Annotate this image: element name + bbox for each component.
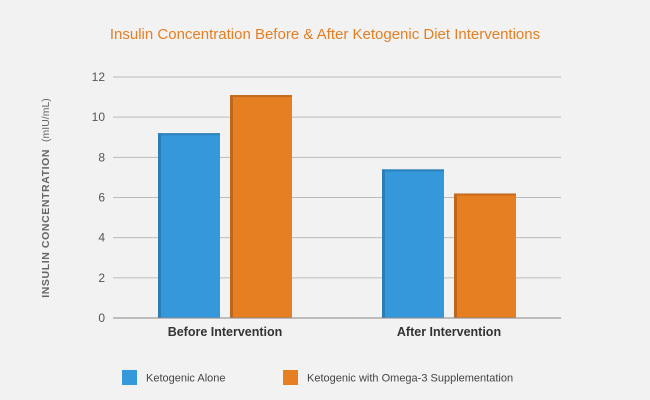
bar-edge (382, 169, 385, 318)
y-tick-label: 4 (98, 231, 105, 245)
bar-ketogenic-omega3-after (454, 193, 516, 318)
y-axis-label: INSULIN CONCENTRATION (mIU/mL) (40, 98, 52, 298)
bar-ketogenic-omega3-before (230, 95, 292, 318)
y-axis-ticks: 0 2 4 6 8 10 12 (92, 70, 106, 325)
legend-swatch (283, 370, 298, 385)
bar-ketogenic-alone-after (382, 169, 444, 318)
chart-title: Insulin Concentration Before & After Ket… (110, 26, 540, 43)
legend-label: Ketogenic Alone (146, 373, 226, 385)
bar-edge (454, 193, 457, 318)
y-tick-label: 12 (92, 70, 106, 84)
y-axis-label-unit: (mIU/mL) (40, 98, 52, 142)
y-tick-label: 0 (98, 311, 105, 325)
legend-label: Ketogenic with Omega-3 Supplementation (307, 373, 513, 385)
y-axis-label-main: INSULIN CONCENTRATION (40, 149, 52, 298)
bar-top-edge (382, 169, 444, 172)
y-tick-label: 8 (98, 150, 105, 164)
bar-edge (158, 133, 161, 318)
y-tick-label: 6 (98, 191, 105, 205)
y-tick-label: 2 (98, 271, 105, 285)
legend-swatch (122, 370, 137, 385)
bar-ketogenic-alone-before (158, 133, 220, 318)
x-category-label: Before Intervention (168, 325, 283, 339)
legend: Ketogenic Alone Ketogenic with Omega-3 Su… (122, 370, 513, 385)
bar-top-edge (158, 133, 220, 136)
bars (158, 95, 516, 318)
bar-top-edge (454, 193, 516, 196)
x-axis-category-labels: Before Intervention After Intervention (168, 325, 501, 339)
y-tick-label: 10 (92, 110, 106, 124)
bar-top-edge (230, 95, 292, 98)
bar-edge (230, 95, 233, 318)
x-category-label: After Intervention (397, 325, 501, 339)
